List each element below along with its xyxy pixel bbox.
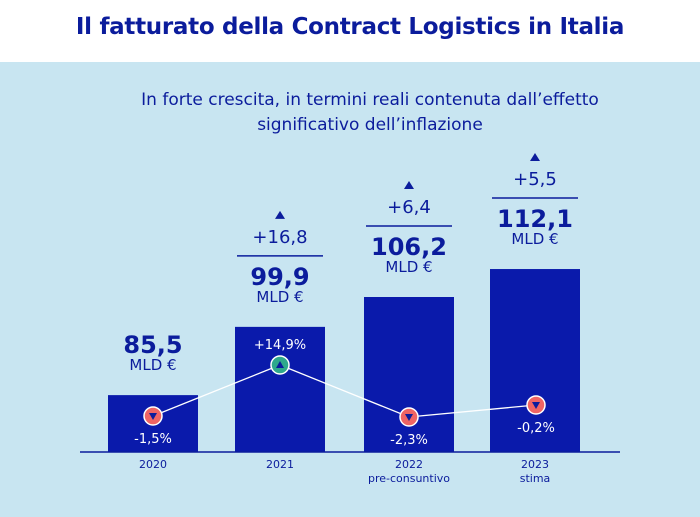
growth-label: -2,3% [390,433,428,448]
increment-label: +5,5 [513,169,557,190]
header: Il fatturato della Contract Logistics in… [0,0,700,62]
growth-label: -0,2% [517,421,555,436]
subtitle-line: significativo dell’inflazione [257,115,483,135]
triangle-down-icon [405,414,413,421]
subtitle-line: In forte crescita, in termini reali cont… [141,90,599,110]
triangle-down-icon [532,402,540,409]
triangle-up-icon [276,361,284,368]
up-arrow-icon [275,210,285,219]
unit-label: MLD € [385,258,432,276]
bar [490,269,580,452]
growth-label: -1,5% [134,432,172,447]
x-tick-label: 2020 [139,458,167,471]
chart-subtitle: In forte crescita, in termini reali cont… [100,88,640,138]
up-arrow-icon [404,181,414,190]
value-label: 99,9 [250,263,309,291]
triangle-down-icon [149,413,157,420]
chart-title: Il fatturato della Contract Logistics in… [75,14,625,40]
increment-label: +6,4 [387,197,431,218]
x-tick-label: 2022 [395,458,423,471]
value-label: 112,1 [497,205,573,233]
x-tick-label: 2021 [266,458,294,471]
growth-line [152,364,537,418]
x-tick-label: 2023 [521,458,549,471]
x-tick-label: stima [520,472,551,485]
value-label: 106,2 [371,233,447,261]
unit-label: MLD € [129,356,176,374]
increment-label: +16,8 [252,227,307,248]
unit-label: MLD € [256,288,303,306]
up-arrow-icon [530,153,540,162]
unit-label: MLD € [511,230,558,248]
bar [235,326,325,452]
value-label: 85,5 [123,331,182,359]
x-tick-label: pre-consuntivo [368,472,450,485]
bar [364,297,454,452]
growth-label: +14,9% [254,338,306,353]
